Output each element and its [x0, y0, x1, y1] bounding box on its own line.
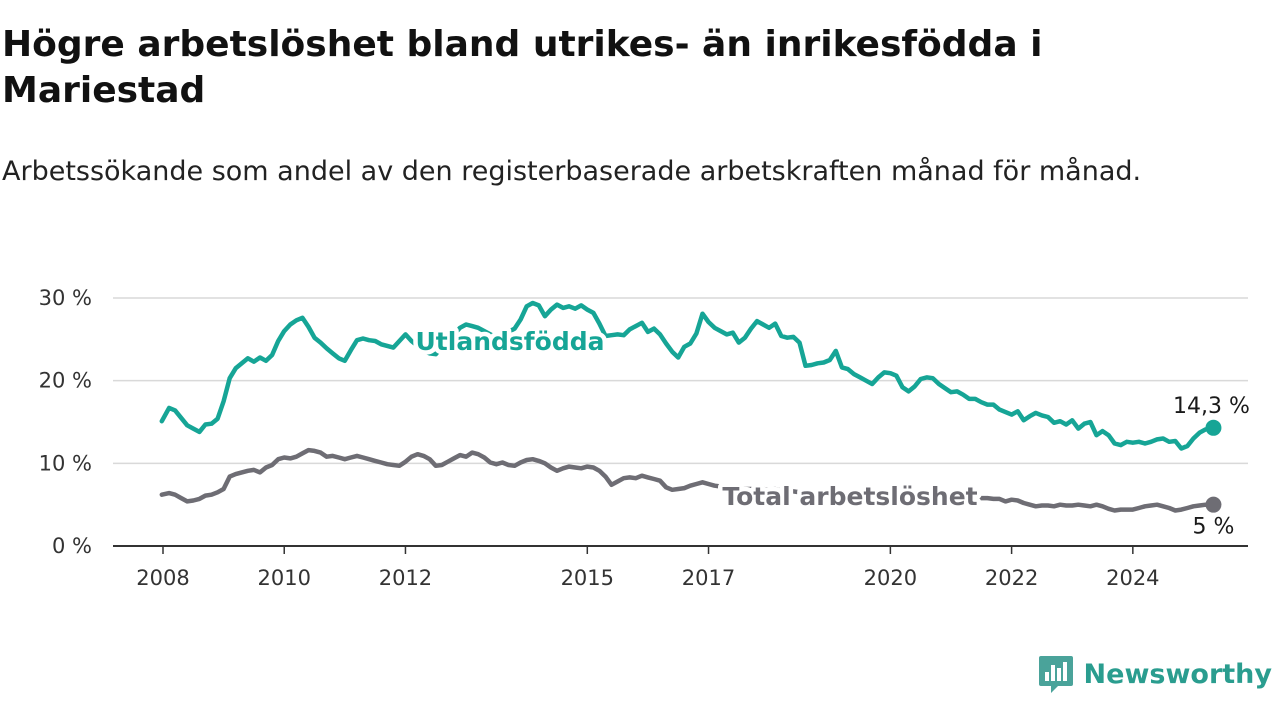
chart-subtitle: Arbetssökande som andel av den registerb…	[2, 156, 1142, 187]
chart-title: Högre arbetslöshet bland utrikes- än inr…	[2, 24, 1043, 111]
series-label-utlandsfodda: Utlandsfödda	[416, 327, 605, 356]
brand-logo[interactable]: Newsworthy	[1038, 652, 1272, 696]
line-chart: 0 % 10 % 20 % 30 % 2008 2010 2012 2015 2017 2020 2…	[39, 286, 1250, 590]
y-tick-label: 20 %	[39, 369, 92, 393]
grid-layer	[113, 297, 1248, 465]
series-line-utlandsfodda	[159, 300, 1216, 451]
end-point-total	[1205, 496, 1222, 513]
series-line-total	[159, 447, 1216, 513]
x-tick-label: 2020	[864, 566, 917, 590]
x-tick-label: 2010	[258, 566, 311, 590]
series-label-total: Total arbetslöshet	[722, 482, 977, 511]
label-layer: Utlandsfödda Total arbetslöshet 14,3 % 5 %	[411, 323, 1250, 540]
x-tick-label: 2022	[985, 566, 1038, 590]
series-layer	[159, 300, 1222, 513]
end-point-utlandsfodda	[1205, 419, 1222, 436]
y-tick-label: 0 %	[52, 534, 92, 558]
y-tick-label: 10 %	[39, 451, 92, 475]
x-tick-label: 2017	[682, 566, 735, 590]
x-tick-label: 2008	[136, 566, 189, 590]
y-tick-label: 30 %	[39, 286, 92, 310]
end-label-utlandsfodda: 14,3 %	[1173, 394, 1250, 419]
x-tick-label: 2024	[1106, 566, 1159, 590]
brand-name: Newsworthy	[1083, 658, 1272, 690]
newsworthy-chart-icon	[1038, 656, 1073, 693]
x-tick-label: 2012	[379, 566, 432, 590]
x-tick-label: 2015	[561, 566, 614, 590]
axis-layer: 0 % 10 % 20 % 30 % 2008 2010 2012 2015 2017 2020 2…	[39, 286, 1248, 590]
end-label-total: 5 %	[1192, 515, 1234, 540]
